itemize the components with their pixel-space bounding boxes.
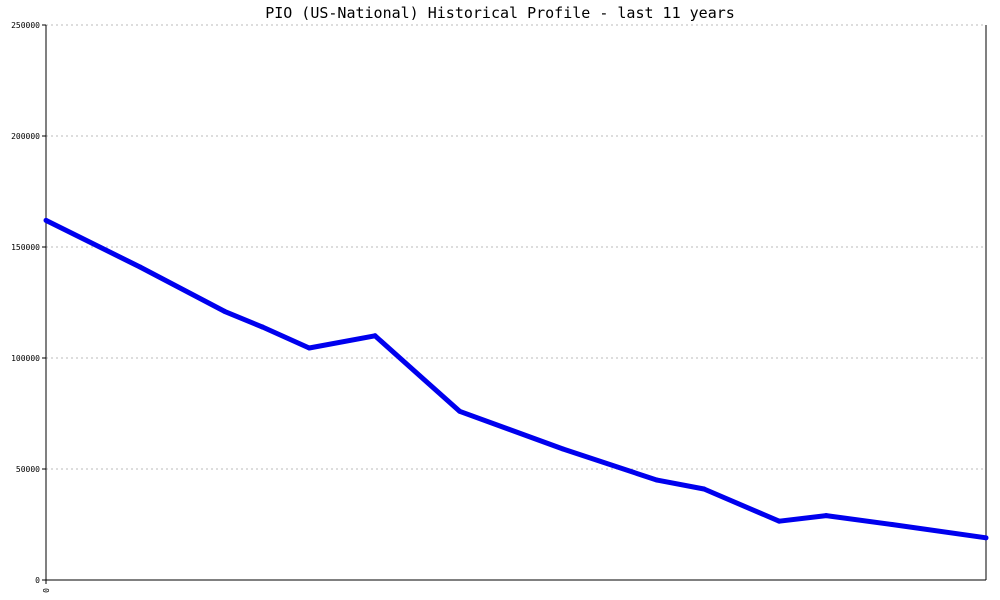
chart-title: PIO (US-National) Historical Profile - l… [265, 4, 735, 22]
x-tick-label: 0 [42, 588, 51, 593]
data-point [306, 345, 312, 351]
data-point [983, 535, 989, 541]
data-point [776, 518, 782, 524]
series-line [44, 218, 987, 541]
data-point [259, 324, 265, 330]
y-tick-label: 0 [35, 576, 40, 585]
data-point [457, 408, 463, 414]
data-point [889, 522, 895, 527]
y-axis-ticks: 0 50000 100000 150000 200000 250000 [11, 21, 46, 585]
gridlines [46, 24, 986, 470]
data-point [560, 446, 566, 452]
y-tick-label: 150000 [11, 243, 40, 252]
y-tick-label: 250000 [11, 21, 40, 30]
y-tick-label: 100000 [11, 354, 40, 363]
x-axis-ticks: 0 [42, 580, 51, 593]
data-point [701, 486, 707, 492]
y-tick-label: 200000 [11, 132, 40, 141]
data-point [222, 308, 228, 314]
data-point [43, 217, 49, 223]
data-point [137, 264, 143, 270]
data-point [372, 333, 378, 339]
data-point [823, 513, 829, 519]
y-tick-label: 50000 [16, 465, 40, 474]
series-group [43, 217, 989, 541]
data-point [654, 477, 660, 483]
